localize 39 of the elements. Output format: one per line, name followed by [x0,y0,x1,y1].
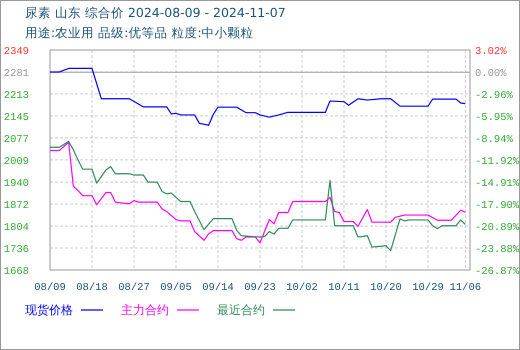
y-tick-label: 2281 [4,68,29,80]
y-tick-label: 1804 [4,222,29,234]
y2-tick-label: -26.87% [475,266,520,278]
x-tick-label: 11/06 [450,282,482,294]
y-tick-label: 2213 [4,90,29,102]
x-tick-label: 09/23 [244,282,276,294]
y2-tick-label: -14.91% [475,178,520,190]
x-tick-label: 10/20 [370,282,402,294]
x-tick-label: 10/29 [412,282,444,294]
y-tick-label: 2145 [4,112,29,124]
y2-tick-label: 3.02% [475,46,508,58]
y-tick-label: 1668 [4,266,29,278]
y-tick-label: 2077 [4,134,29,146]
y2-tick-label: -11.92% [475,156,520,168]
x-tick-label: 08/27 [118,282,150,294]
y2-tick-label: 0.00% [475,68,508,80]
chart-title: 尿素 山东 综合价 2024-08-09 - 2024-11-07 [25,5,286,20]
y-tick-label: 1872 [4,200,29,212]
line-series [49,68,466,126]
y2-tick-label: -23.88% [475,244,520,256]
x-tick-label: 08/18 [76,282,108,294]
y-tick-label: 1940 [4,178,29,190]
y2-tick-label: -5.95% [475,112,514,124]
x-tick-label: 08/09 [34,282,66,294]
y2-tick-label: -17.90% [475,200,520,212]
x-tick-label: 09/14 [202,282,234,294]
y-tick-label: 1736 [4,244,29,256]
x-tick-label: 09/05 [160,282,192,294]
legend-label: 现货价格 [25,303,73,317]
x-tick-label: 10/02 [286,282,318,294]
y2-tick-label: -20.89% [475,222,520,234]
y-tick-label: 2349 [4,46,29,58]
y2-tick-label: -8.94% [475,134,514,146]
x-tick-label: 10/11 [328,282,360,294]
y-tick-label: 2009 [4,156,29,168]
legend-label: 主力合约 [121,303,169,317]
chart-subtitle: 用途:农业用 品级:优等品 粒度:中小颗粒 [25,25,254,40]
legend-label: 最近合约 [217,303,265,317]
y2-tick-label: -2.96% [475,90,514,102]
